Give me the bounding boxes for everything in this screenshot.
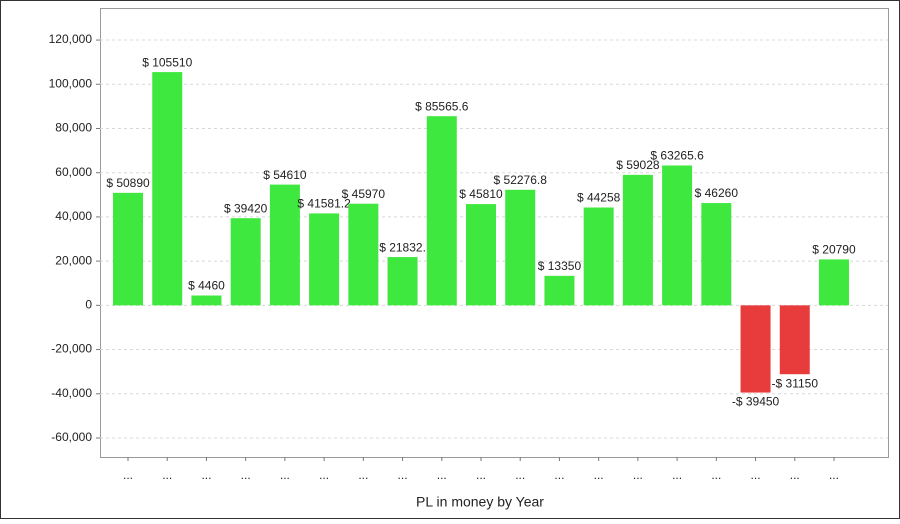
value-label: $ 85565.6	[415, 99, 469, 113]
value-label: -$ 39450	[732, 395, 780, 409]
x-tick-label: ...	[594, 468, 604, 482]
bar	[191, 295, 222, 306]
y-tick-label: 100,000	[49, 76, 93, 90]
y-tick-label: -60,000	[51, 430, 92, 444]
bar	[701, 203, 732, 306]
y-tick-label: 60,000	[55, 165, 92, 179]
bar	[230, 218, 261, 306]
bar	[466, 204, 496, 306]
bar	[426, 116, 457, 306]
x-tick-label: ...	[280, 468, 290, 482]
value-label: -$ 31150	[772, 376, 819, 390]
bar	[152, 72, 183, 306]
value-label: $ 46260	[695, 186, 739, 200]
value-label: $ 45970	[342, 187, 386, 201]
value-label: $ 20790	[812, 243, 856, 257]
y-tick-label: 20,000	[55, 253, 92, 267]
bar	[544, 275, 575, 306]
bar	[387, 257, 418, 306]
bar	[505, 189, 536, 306]
bar	[779, 305, 810, 375]
x-tick-label: ...	[790, 468, 800, 482]
x-tick-label: ...	[829, 468, 839, 482]
x-tick-label: ...	[633, 468, 643, 482]
bar	[269, 184, 300, 306]
bar	[348, 203, 379, 306]
value-label: $ 13350	[538, 259, 582, 273]
x-tick-label: ...	[201, 468, 211, 482]
x-tick-label: ...	[751, 468, 761, 482]
y-tick-label: 120,000	[49, 32, 93, 46]
x-tick-label: ...	[319, 468, 329, 482]
value-label: $ 50890	[106, 176, 150, 190]
x-tick-label: ...	[162, 468, 172, 482]
value-label: $ 41581.2	[297, 197, 351, 211]
bar	[818, 259, 849, 306]
y-tick-label: -20,000	[51, 342, 92, 356]
y-tick-label: 80,000	[55, 121, 92, 135]
y-tick-label: 0	[85, 298, 92, 312]
value-label: $ 44258	[577, 191, 621, 205]
value-label: $ 4460	[188, 279, 225, 293]
x-tick-label: ...	[123, 468, 133, 482]
value-label: $ 39420	[224, 201, 268, 215]
x-tick-label: ...	[241, 468, 251, 482]
value-label: $ 54610	[263, 168, 307, 182]
value-label: $ 63265.6	[650, 149, 704, 163]
bar	[309, 213, 340, 306]
value-label: $ 21832.	[379, 240, 426, 254]
bar	[583, 207, 614, 306]
x-tick-label: ...	[398, 468, 408, 482]
bar	[113, 192, 144, 306]
value-label: $ 105510	[142, 55, 192, 69]
y-tick-label: 40,000	[55, 209, 92, 223]
value-label: $ 52276.8	[494, 173, 548, 187]
bar	[740, 305, 771, 393]
x-tick-label: ...	[672, 468, 682, 482]
bar	[662, 165, 693, 306]
x-tick-label: ...	[437, 468, 447, 482]
y-tick-label: -40,000	[51, 386, 92, 400]
x-tick-label: ...	[554, 468, 564, 482]
value-label: $ 59028	[616, 158, 660, 172]
x-tick-label: ...	[476, 468, 486, 482]
bar	[622, 174, 653, 306]
value-label: $ 45810	[459, 187, 503, 201]
x-tick-label: ...	[711, 468, 721, 482]
x-axis-title: PL in money by Year	[416, 494, 544, 510]
x-tick-label: ...	[358, 468, 368, 482]
x-tick-label: ...	[515, 468, 525, 482]
